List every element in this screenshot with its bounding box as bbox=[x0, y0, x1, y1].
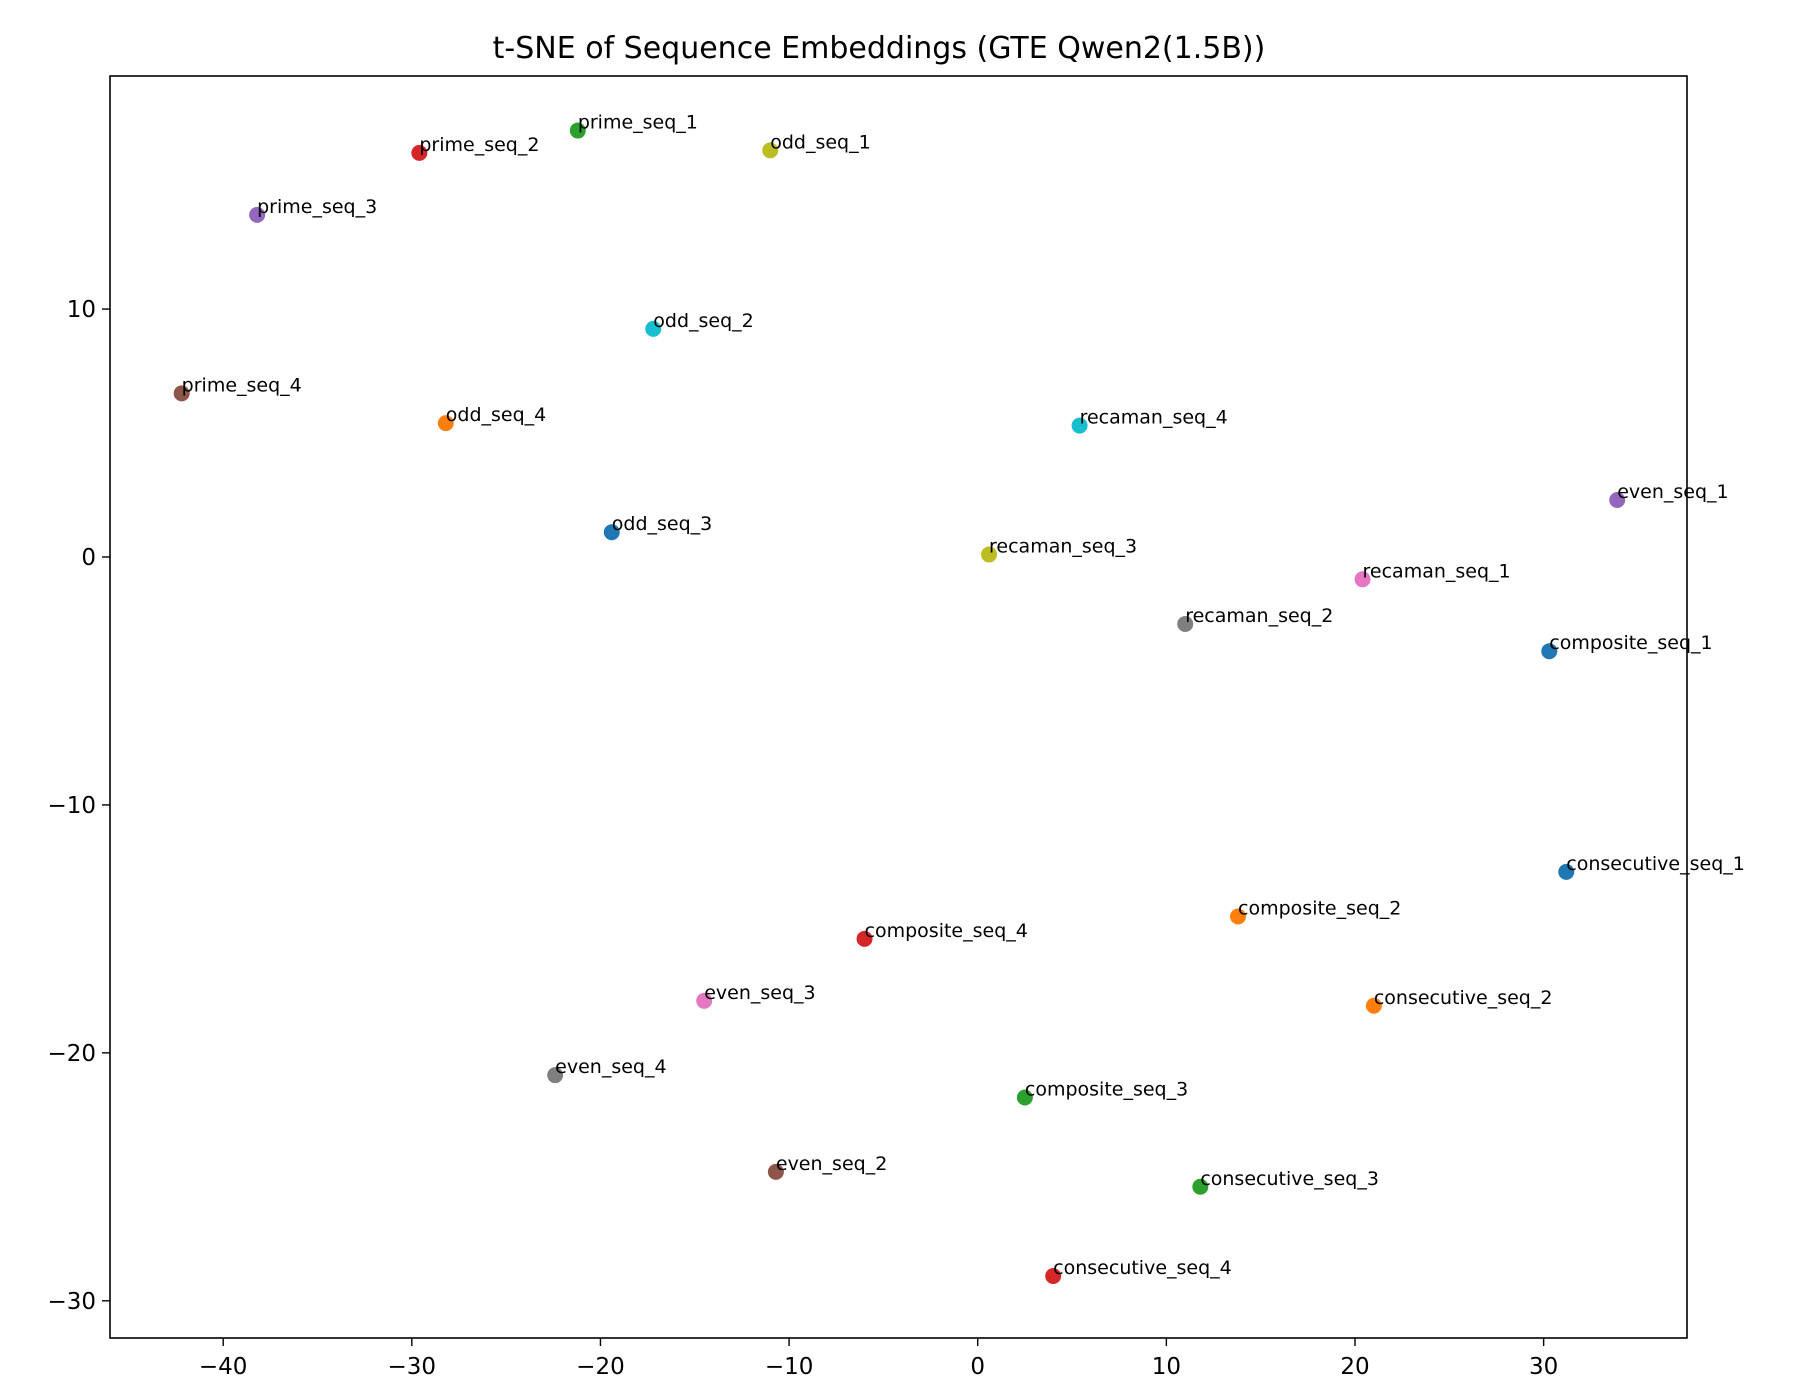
point-label: composite_seq_1 bbox=[1549, 632, 1712, 654]
point-label: prime_seq_2 bbox=[419, 134, 539, 156]
point-label: even_seq_4 bbox=[555, 1056, 666, 1078]
point-label: odd_seq_3 bbox=[612, 513, 712, 535]
x-tick-label: 0 bbox=[970, 1354, 985, 1380]
scatter-point bbox=[569, 122, 586, 139]
point-label: even_seq_1 bbox=[1617, 481, 1728, 503]
point-label: even_seq_3 bbox=[704, 982, 815, 1004]
scatter-point bbox=[981, 546, 998, 563]
scatter-point bbox=[645, 320, 662, 337]
point-label: composite_seq_4 bbox=[865, 920, 1028, 942]
scatter-point bbox=[249, 206, 266, 223]
point-label: odd_seq_4 bbox=[446, 404, 546, 426]
point-label: consecutive_seq_3 bbox=[1200, 1168, 1379, 1190]
x-tick-label: −20 bbox=[576, 1354, 625, 1380]
x-tick-label: 10 bbox=[1152, 1354, 1181, 1380]
scatter-point bbox=[1177, 615, 1194, 632]
scatter-point bbox=[1192, 1178, 1209, 1195]
point-label: recaman_seq_2 bbox=[1185, 605, 1333, 627]
x-tick-label: −40 bbox=[199, 1354, 248, 1380]
scatter-point bbox=[1365, 997, 1382, 1014]
plot-area-frame bbox=[109, 75, 1688, 1339]
y-tick-label: −20 bbox=[47, 1041, 96, 1067]
point-label: odd_seq_2 bbox=[653, 310, 753, 332]
y-tick-label: 0 bbox=[81, 545, 96, 571]
scatter-point bbox=[603, 524, 620, 541]
y-tick-label: −10 bbox=[47, 793, 96, 819]
scatter-points bbox=[173, 122, 1626, 1285]
scatter-point bbox=[547, 1067, 564, 1084]
scatter-point bbox=[1045, 1268, 1062, 1285]
y-axis: 10 0 −10 −20 −30 bbox=[47, 297, 110, 1315]
point-label: recaman_seq_3 bbox=[989, 536, 1137, 558]
scatter-point bbox=[762, 142, 779, 159]
point-label: consecutive_seq_4 bbox=[1053, 1257, 1232, 1279]
point-label: composite_seq_2 bbox=[1238, 898, 1401, 920]
point-label: prime_seq_1 bbox=[578, 112, 698, 134]
scatter-point bbox=[437, 415, 454, 432]
scatter-point bbox=[767, 1163, 784, 1180]
scatter-point bbox=[1016, 1089, 1033, 1106]
x-axis: −40 −30 −20 −10 0 10 20 30 bbox=[199, 1338, 1558, 1380]
scatter-point bbox=[1354, 571, 1371, 588]
point-label: composite_seq_3 bbox=[1025, 1079, 1188, 1101]
scatter-point bbox=[1541, 643, 1558, 660]
scatter-point bbox=[696, 992, 713, 1009]
y-tick-label: 10 bbox=[67, 297, 96, 323]
scatter-point bbox=[1558, 863, 1575, 880]
scatter-point bbox=[1071, 417, 1088, 434]
point-label: consecutive_seq_1 bbox=[1566, 853, 1745, 875]
point-label: odd_seq_1 bbox=[770, 131, 870, 153]
point-label: prime_seq_4 bbox=[182, 374, 302, 396]
scatter-point bbox=[173, 385, 190, 402]
scatter-point bbox=[1609, 491, 1626, 508]
point-label: even_seq_2 bbox=[776, 1153, 887, 1175]
point-label: recaman_seq_1 bbox=[1363, 560, 1511, 582]
y-tick-label: −30 bbox=[47, 1289, 96, 1315]
scatter-point bbox=[856, 930, 873, 947]
scatter-point bbox=[411, 144, 428, 161]
scatter-point bbox=[1230, 908, 1247, 925]
point-label: consecutive_seq_2 bbox=[1374, 987, 1553, 1009]
point-labels: prime_seq_1 prime_seq_2 odd_seq_1 prime_seq… bbox=[182, 112, 1745, 1279]
x-tick-label: 30 bbox=[1529, 1354, 1558, 1380]
x-tick-label: −10 bbox=[765, 1354, 814, 1380]
x-tick-label: −30 bbox=[388, 1354, 437, 1380]
x-tick-label: 20 bbox=[1340, 1354, 1369, 1380]
point-label: recaman_seq_4 bbox=[1080, 407, 1228, 429]
point-label: prime_seq_3 bbox=[257, 196, 377, 218]
chart-title: t-SNE of Sequence Embeddings (GTE Qwen2(… bbox=[493, 31, 1266, 66]
